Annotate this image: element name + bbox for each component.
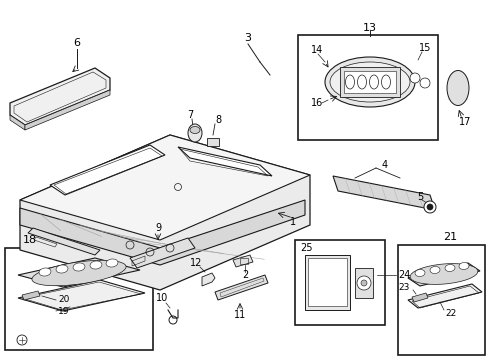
Polygon shape xyxy=(20,200,305,265)
Polygon shape xyxy=(50,145,164,195)
Text: 1: 1 xyxy=(289,217,295,227)
Text: 13: 13 xyxy=(362,23,376,33)
Polygon shape xyxy=(407,263,479,286)
Circle shape xyxy=(356,276,370,290)
Text: 16: 16 xyxy=(310,98,323,108)
Circle shape xyxy=(419,78,429,88)
Text: 17: 17 xyxy=(458,117,470,127)
Ellipse shape xyxy=(444,265,454,271)
Ellipse shape xyxy=(32,260,126,286)
Text: 21: 21 xyxy=(442,232,456,242)
Text: 5: 5 xyxy=(416,192,422,202)
Text: 9: 9 xyxy=(155,223,161,233)
Text: 22: 22 xyxy=(444,309,455,318)
Polygon shape xyxy=(28,228,100,255)
Polygon shape xyxy=(332,176,434,210)
Polygon shape xyxy=(232,255,252,267)
Circle shape xyxy=(409,73,419,83)
Ellipse shape xyxy=(39,268,51,276)
Bar xyxy=(397,245,484,355)
Text: 3: 3 xyxy=(244,33,251,43)
Ellipse shape xyxy=(325,57,414,107)
Ellipse shape xyxy=(446,71,468,105)
Polygon shape xyxy=(130,238,195,268)
Polygon shape xyxy=(215,275,267,300)
Bar xyxy=(307,258,346,306)
Polygon shape xyxy=(18,258,140,287)
Bar xyxy=(240,258,247,264)
Polygon shape xyxy=(407,284,481,308)
Circle shape xyxy=(423,201,435,213)
Ellipse shape xyxy=(357,75,366,89)
Text: 23: 23 xyxy=(398,284,409,292)
Circle shape xyxy=(360,280,366,286)
Bar xyxy=(294,240,384,325)
Text: 6: 6 xyxy=(73,38,81,48)
Polygon shape xyxy=(20,135,309,240)
Text: 8: 8 xyxy=(215,115,221,125)
Ellipse shape xyxy=(56,265,68,273)
Ellipse shape xyxy=(458,262,468,270)
Ellipse shape xyxy=(73,263,85,271)
Ellipse shape xyxy=(409,264,477,284)
Ellipse shape xyxy=(414,270,424,276)
Text: 7: 7 xyxy=(186,110,193,120)
Text: 14: 14 xyxy=(310,45,323,55)
Ellipse shape xyxy=(106,259,118,267)
Text: 24: 24 xyxy=(397,270,409,280)
Text: 18: 18 xyxy=(23,235,37,245)
Polygon shape xyxy=(18,280,145,311)
Text: 19: 19 xyxy=(58,306,69,315)
Bar xyxy=(343,71,395,93)
Bar xyxy=(206,138,219,146)
Bar xyxy=(5,248,153,350)
Polygon shape xyxy=(25,90,110,130)
Polygon shape xyxy=(10,68,110,125)
Ellipse shape xyxy=(190,126,200,134)
Text: 11: 11 xyxy=(233,310,245,320)
Ellipse shape xyxy=(429,266,439,274)
Polygon shape xyxy=(411,293,427,302)
Text: 20: 20 xyxy=(58,296,69,305)
Text: 4: 4 xyxy=(381,160,387,170)
Polygon shape xyxy=(10,115,25,130)
Text: 25: 25 xyxy=(299,243,312,253)
Text: 10: 10 xyxy=(156,293,168,303)
Polygon shape xyxy=(22,291,40,300)
Ellipse shape xyxy=(187,124,202,142)
Polygon shape xyxy=(178,147,271,176)
Polygon shape xyxy=(202,273,215,286)
Circle shape xyxy=(426,204,432,210)
Ellipse shape xyxy=(369,75,378,89)
Ellipse shape xyxy=(329,62,409,102)
Ellipse shape xyxy=(381,75,390,89)
Ellipse shape xyxy=(345,75,354,89)
Bar xyxy=(297,35,437,140)
Text: 15: 15 xyxy=(418,43,430,53)
Ellipse shape xyxy=(90,261,102,269)
Bar xyxy=(339,67,399,97)
Text: 12: 12 xyxy=(189,258,202,268)
Text: 2: 2 xyxy=(242,270,247,280)
Polygon shape xyxy=(20,135,309,290)
Bar xyxy=(305,255,349,310)
Bar xyxy=(354,268,372,298)
